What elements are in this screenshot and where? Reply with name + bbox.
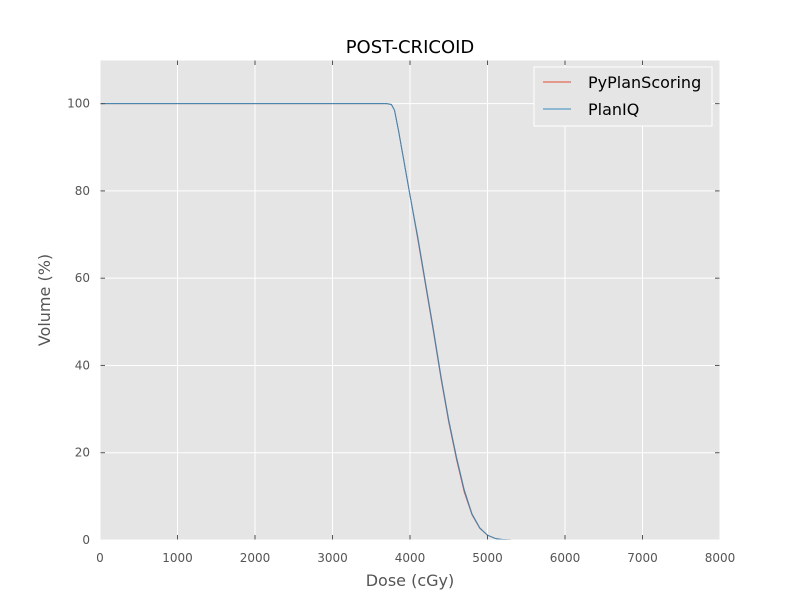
x-tick-label: 4000 [395,551,426,565]
axis-ticks: 0 1000 2000 3000 4000 5000 6000 7000 8000 0 20 40 60… [67,60,735,565]
plot-frame [99,59,721,541]
y-axis-label: Volume (%) [35,254,54,346]
y-tick-label: 0 [82,533,90,547]
x-axis-label: Dose (cGy) [366,571,455,590]
x-tick-label: 6000 [550,551,581,565]
y-tick-label: 20 [75,446,90,460]
x-tick-label: 5000 [472,551,503,565]
legend: PyPlanScoring PlanIQ [533,66,713,127]
chart-title: POST-CRICOID [346,37,475,58]
x-tick-label: 1000 [162,551,193,565]
x-tick-label: 0 [96,551,104,565]
y-tick-label: 100 [67,97,90,111]
y-tick-label: 40 [75,358,90,372]
legend-label-pyplanscoring: PyPlanScoring [588,73,701,92]
x-tick-label: 7000 [627,551,658,565]
x-tick-label: 2000 [240,551,271,565]
legend-box [533,66,713,127]
x-tick-label: 8000 [705,551,736,565]
y-tick-label: 60 [75,271,90,285]
x-tick-label: 3000 [317,551,348,565]
y-tick-label: 80 [75,184,90,198]
legend-label-planiq: PlanIQ [588,100,639,119]
